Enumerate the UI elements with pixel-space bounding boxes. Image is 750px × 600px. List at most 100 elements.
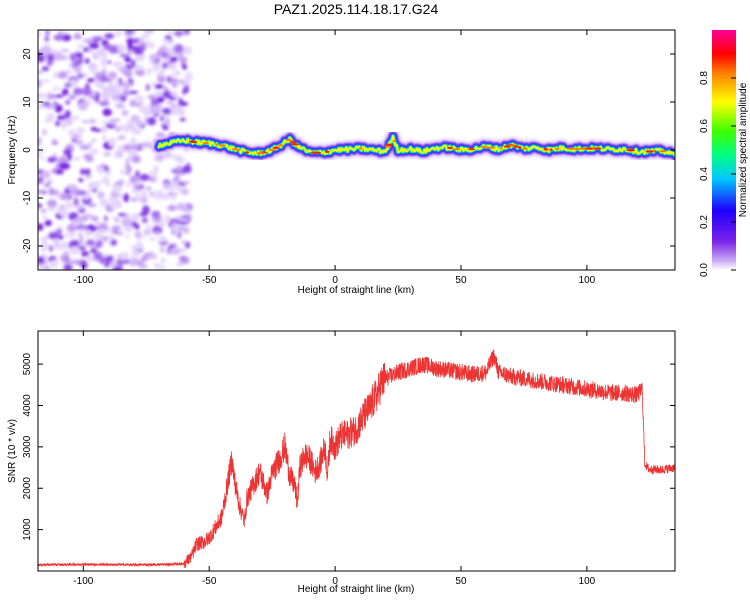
noise-blob (169, 218, 179, 224)
noise-blob (177, 221, 188, 225)
ridge-peak (256, 152, 264, 155)
snr-frame (37, 330, 676, 572)
ridge-peak (543, 148, 549, 151)
ridge-peak (627, 149, 635, 152)
noise-blob (163, 181, 170, 190)
noise-blob (72, 188, 81, 197)
ridge-peak (268, 148, 277, 152)
noise-blob (65, 201, 72, 210)
noise-blob (101, 124, 108, 134)
noise-blob (70, 230, 75, 239)
noise-blob (176, 165, 182, 172)
noise-blob (38, 256, 44, 264)
ridge-peak (358, 147, 363, 150)
noise-blob (140, 197, 148, 204)
noise-blob (84, 168, 91, 176)
noise-blob (114, 218, 120, 223)
noise-blob (38, 189, 44, 193)
x-tick-label: 0 (332, 576, 338, 587)
noise-blob (147, 94, 156, 100)
x-tick-label: 100 (579, 576, 596, 587)
noise-blob (148, 171, 158, 175)
noise-blob (174, 226, 180, 236)
noise-blob (54, 94, 64, 98)
noise-blob (135, 170, 140, 178)
noise-blob (186, 211, 192, 216)
noise-blob (133, 38, 140, 44)
spectrogram-noise-region (38, 30, 194, 270)
noise-blob (116, 44, 126, 52)
noise-blob (89, 43, 100, 49)
noise-blob (111, 225, 122, 231)
noise-blob (111, 97, 123, 101)
noise-blob (74, 217, 85, 224)
noise-blob (112, 230, 118, 234)
noise-blob (41, 215, 49, 220)
noise-blob (129, 197, 138, 202)
noise-blob (164, 117, 171, 127)
noise-blob (90, 65, 97, 75)
noise-blob (182, 63, 187, 70)
ridge-peak (231, 148, 239, 151)
noise-blob (109, 200, 120, 210)
noise-blob (97, 167, 105, 174)
noise-blob (119, 169, 125, 175)
noise-blob (92, 36, 104, 42)
noise-blob (50, 259, 59, 269)
colorbar: 0.0 0.2 0.4 0.6 0.8 Normalized spectral ampl… (699, 30, 749, 277)
noise-blob (41, 66, 50, 72)
noise-blob (165, 61, 171, 68)
noise-blob (81, 87, 92, 96)
noise-blob (141, 33, 150, 39)
noise-blob (111, 184, 122, 194)
noise-blob (74, 52, 83, 58)
noise-blob (102, 119, 109, 124)
noise-blob (38, 70, 44, 75)
noise-blob (161, 45, 168, 54)
noise-blob (150, 106, 162, 114)
noise-blob (134, 231, 142, 238)
ridge-peak (290, 141, 296, 144)
noise-blob (58, 162, 70, 170)
noise-blob (123, 144, 132, 151)
noise-blob (59, 255, 65, 261)
figure-title: PAZ1.2025.114.18.17.G24 (274, 1, 439, 17)
noise-blob (93, 251, 104, 261)
noise-blob (125, 182, 132, 187)
noise-blob (108, 194, 114, 202)
noise-blob (138, 212, 148, 217)
ridge-peak (453, 148, 460, 151)
ridge-peak (272, 146, 280, 149)
noise-blob (136, 120, 143, 128)
noise-blob (149, 250, 154, 257)
noise-blob (72, 156, 82, 161)
noise-blob (102, 108, 112, 117)
noise-blob (38, 223, 44, 231)
noise-blob (62, 250, 70, 257)
noise-blob (145, 141, 153, 148)
noise-blob (73, 197, 79, 206)
noise-blob (52, 71, 59, 79)
noise-blob (181, 240, 187, 244)
colorbar-label: Normalized spectral amplitude (738, 82, 749, 217)
noise-blob (64, 82, 72, 88)
noise-blob (172, 81, 183, 85)
noise-blob (78, 226, 88, 231)
noise-blob (142, 191, 147, 195)
noise-blob (44, 35, 50, 42)
noise-blob (38, 104, 47, 110)
noise-blob (129, 99, 135, 107)
noise-blob (46, 199, 58, 208)
y-tick-label: 3000 (22, 435, 33, 458)
noise-blob (38, 153, 42, 157)
noise-blob (77, 102, 88, 111)
noise-blob (47, 53, 55, 62)
noise-blob (81, 261, 88, 270)
noise-blob (131, 249, 141, 258)
noise-blob (101, 253, 110, 257)
noise-blob (52, 138, 57, 146)
noise-blob (63, 264, 73, 270)
x-tick-label: -50 (202, 275, 217, 286)
noise-blob (40, 241, 49, 251)
noise-blob (92, 181, 103, 186)
